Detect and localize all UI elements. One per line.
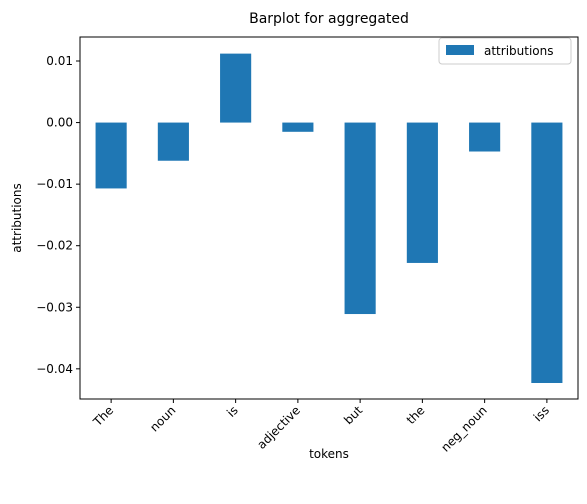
y-tick-label: −0.01 (36, 177, 73, 191)
y-tick-label: −0.02 (36, 239, 73, 253)
x-tick-label: is (224, 403, 241, 420)
x-tick-label: noun (147, 403, 178, 434)
legend-label: attributions (484, 44, 554, 58)
bar-is (220, 53, 252, 123)
y-tick-label: 0.00 (46, 116, 73, 130)
chart-title: Barplot for aggregated (249, 11, 409, 27)
y-axis-ticks: 0.01 0.00 −0.01 −0.02 −0.03 −0.04 (36, 54, 80, 376)
bar-iss (531, 122, 563, 383)
x-tick-label: adjective (254, 403, 303, 452)
x-tick-label: iss (531, 403, 552, 424)
x-tick-label: The (90, 403, 116, 429)
bars-layer (95, 53, 563, 383)
legend-swatch (446, 45, 474, 55)
x-tick-label: the (404, 403, 428, 427)
legend: attributions (438, 37, 572, 65)
bar-the (406, 122, 438, 263)
y-tick-label: −0.04 (36, 362, 73, 376)
bar-noun (157, 122, 189, 161)
bar-The (95, 122, 127, 189)
x-tick-label: but (341, 403, 365, 427)
legend-box (438, 37, 572, 65)
bar-neg_noun (469, 122, 501, 152)
bar-but (344, 122, 376, 315)
x-axis-label: tokens (309, 447, 349, 461)
y-tick-label: 0.01 (46, 54, 73, 68)
y-axis-label: attributions (10, 183, 24, 253)
plot-frame (79, 36, 579, 400)
y-tick-label: −0.03 (36, 300, 73, 314)
bar-adjective (282, 122, 314, 132)
x-tick-label: neg_noun (438, 403, 489, 454)
